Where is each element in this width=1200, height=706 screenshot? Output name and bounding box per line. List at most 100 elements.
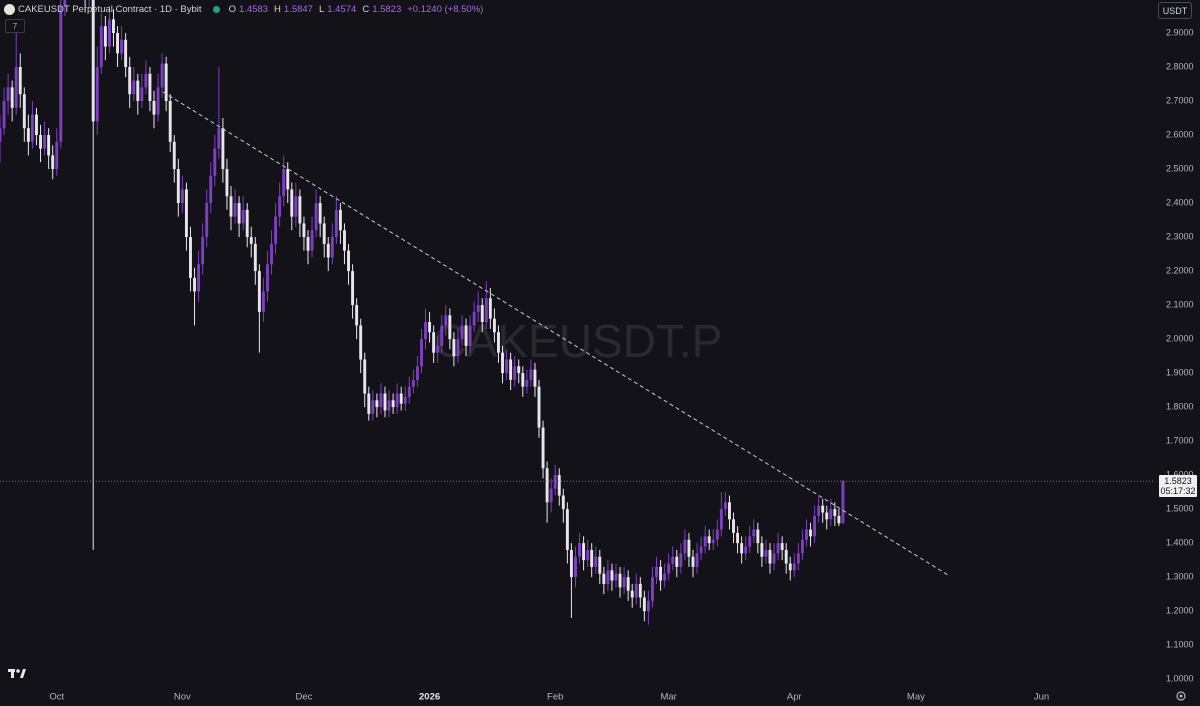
candle-body [338, 209, 342, 231]
candle-body [788, 563, 792, 571]
candle-body [294, 196, 298, 217]
candle-body [407, 386, 411, 397]
candle-body [164, 63, 168, 102]
candle-body [691, 556, 695, 567]
candle-body [10, 87, 14, 108]
candle-body [124, 39, 128, 67]
candle-body [6, 87, 10, 102]
y-tick-label: 2.6000 [1166, 129, 1194, 139]
candle-body [760, 543, 764, 557]
candle-body [695, 553, 699, 567]
candle-body [728, 502, 731, 520]
candle-body [290, 189, 294, 217]
candle-body [800, 539, 804, 554]
ohlc-value: 1.4574 [327, 3, 357, 15]
candle-body [39, 135, 42, 149]
ohlc-value: 1.4583 [238, 3, 269, 15]
candle-body [347, 250, 350, 272]
candle-body [456, 339, 460, 357]
candle-body [752, 529, 756, 537]
candle-body [784, 549, 788, 564]
candle-body [541, 427, 545, 469]
candle-body [436, 345, 440, 353]
candle-body [253, 243, 257, 272]
candle-body [213, 148, 217, 176]
y-tick-label: 1.7000 [1166, 435, 1194, 445]
candle-body [492, 318, 496, 333]
candle-body [420, 339, 423, 367]
candle-body [646, 600, 650, 612]
candle-body [744, 546, 748, 554]
candle-body [282, 169, 286, 197]
candle-body [99, 26, 103, 67]
candle-body [221, 128, 225, 170]
candle-body [622, 577, 626, 588]
candle-body [671, 556, 675, 564]
last-price: 1.5823 [1164, 476, 1192, 487]
candle-body [261, 291, 265, 312]
change: +0.1240 (+8.50%) [407, 3, 484, 15]
candle-body [594, 556, 598, 567]
candle-body [225, 169, 229, 197]
candle-body [565, 509, 569, 550]
candle-body [569, 549, 573, 578]
indicator-toggle[interactable]: 7 [5, 19, 25, 33]
y-tick-label: 2.1000 [1166, 299, 1194, 309]
candle-body [59, 5, 63, 142]
candle-body [517, 366, 521, 374]
candle-body [395, 393, 399, 408]
candle-body [375, 400, 379, 408]
plot-area [0, 0, 845, 625]
candle-body [330, 237, 334, 258]
candle-body [229, 196, 233, 217]
candle-body [821, 505, 825, 513]
candle-body [233, 203, 237, 217]
symbol-title: CAKEUSDT Perpetual Contract · 1D · Bybit [18, 3, 202, 15]
candle-body [667, 563, 671, 574]
market-status [212, 5, 220, 13]
ohlc-label: C [362, 3, 370, 15]
settings-icon[interactable] [1176, 691, 1186, 701]
candle-body [432, 332, 436, 353]
candle-body [472, 311, 476, 326]
candle-body [180, 189, 184, 204]
candle-body [168, 101, 172, 142]
candle-body [156, 87, 160, 115]
currency-button[interactable]: USDT [1158, 2, 1192, 19]
candle-body [367, 393, 371, 414]
candle-body [152, 101, 156, 115]
candle-body [383, 393, 387, 411]
y-tick-label: 1.5000 [1166, 503, 1194, 513]
x-tick-label: Jun [1034, 692, 1049, 703]
candle-body [723, 502, 727, 510]
candle-body [780, 543, 784, 550]
candle-body [638, 583, 642, 598]
candle-body [209, 175, 213, 204]
y-tick-label: 2.4000 [1166, 197, 1194, 207]
candle-body [468, 325, 472, 346]
candle-body [415, 366, 419, 380]
candle-body [732, 519, 735, 533]
x-tick-label: May [907, 692, 925, 703]
candle-body [14, 66, 18, 108]
candle-body [355, 305, 359, 326]
candle-body [286, 169, 290, 190]
candle-body [371, 400, 375, 414]
candle-body [424, 322, 427, 340]
candle-body [796, 553, 800, 564]
candle-body [201, 237, 205, 265]
candle-body [501, 352, 504, 374]
candle-body [655, 566, 658, 578]
candle-body [464, 325, 468, 346]
candle-body [805, 529, 808, 540]
candle-body [626, 577, 630, 591]
candle-body [719, 509, 723, 530]
candle-body [505, 359, 509, 374]
candle-body [274, 216, 278, 244]
candle-body [2, 101, 6, 129]
candle-body [792, 563, 796, 571]
candle-body [245, 209, 249, 238]
candle-body [387, 400, 391, 411]
candle-body [651, 577, 654, 601]
